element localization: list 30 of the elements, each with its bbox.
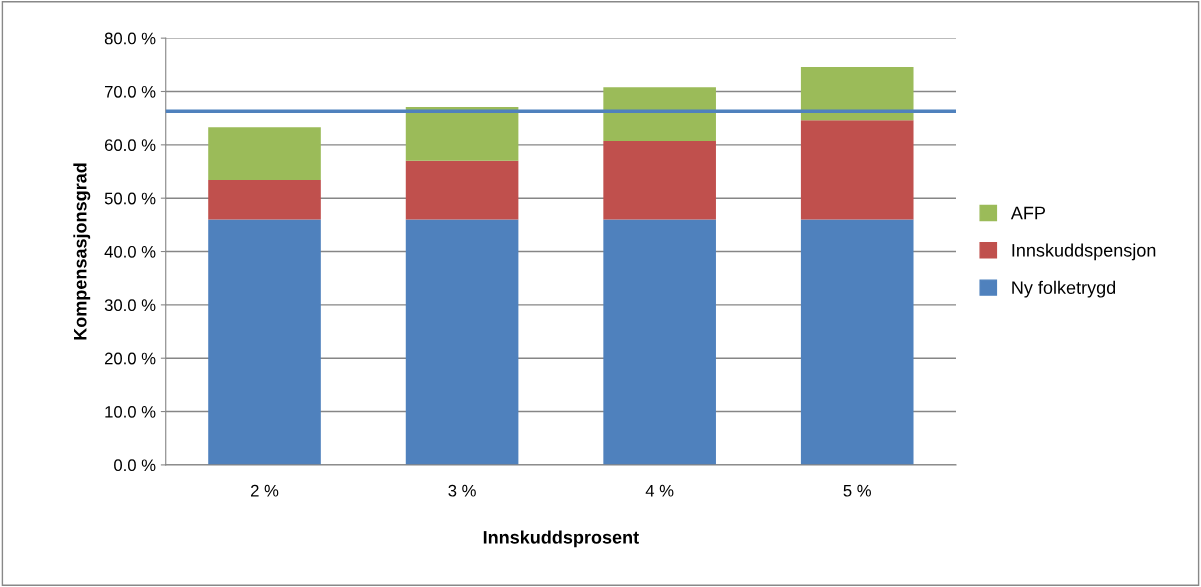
y-tick-label: 50.0 % (104, 192, 156, 205)
y-axis-title: Kompensasjonsgrad (73, 163, 91, 340)
bar (208, 180, 321, 220)
bar (603, 141, 716, 220)
x-tick-label: 3 % (448, 484, 476, 497)
bar (405, 106, 519, 161)
y-tick-label: 40.0 % (104, 245, 156, 258)
y-tick-label: 60.0 % (104, 139, 156, 152)
bar (800, 66, 914, 121)
y-tick-label: 70.0 % (104, 85, 156, 98)
bar (800, 120, 914, 220)
y-tick-label: 10.0 % (105, 405, 156, 418)
y-tick-label: 30.0 % (104, 299, 156, 312)
legend-label: Ny folketrygd (1012, 280, 1116, 298)
x-tick-label: 2 % (251, 484, 279, 497)
bar (800, 219, 914, 465)
bar (208, 219, 321, 465)
bar (405, 160, 519, 220)
x-axis-title: Innskuddsprosent (483, 530, 639, 548)
bar (603, 87, 716, 142)
bar (208, 127, 321, 181)
y-tick-label: 80.0 % (104, 32, 156, 45)
bar (405, 219, 519, 465)
legend-label: Innskuddspensjon (1012, 243, 1156, 261)
x-tick-label: 5 % (843, 484, 871, 497)
y-tick-label: 0.0 % (114, 459, 156, 472)
y-tick-label: 20.0 % (104, 352, 156, 365)
x-tick-label: 4 % (645, 484, 674, 497)
legend-label: AFP (1010, 206, 1046, 220)
bar (603, 219, 716, 465)
